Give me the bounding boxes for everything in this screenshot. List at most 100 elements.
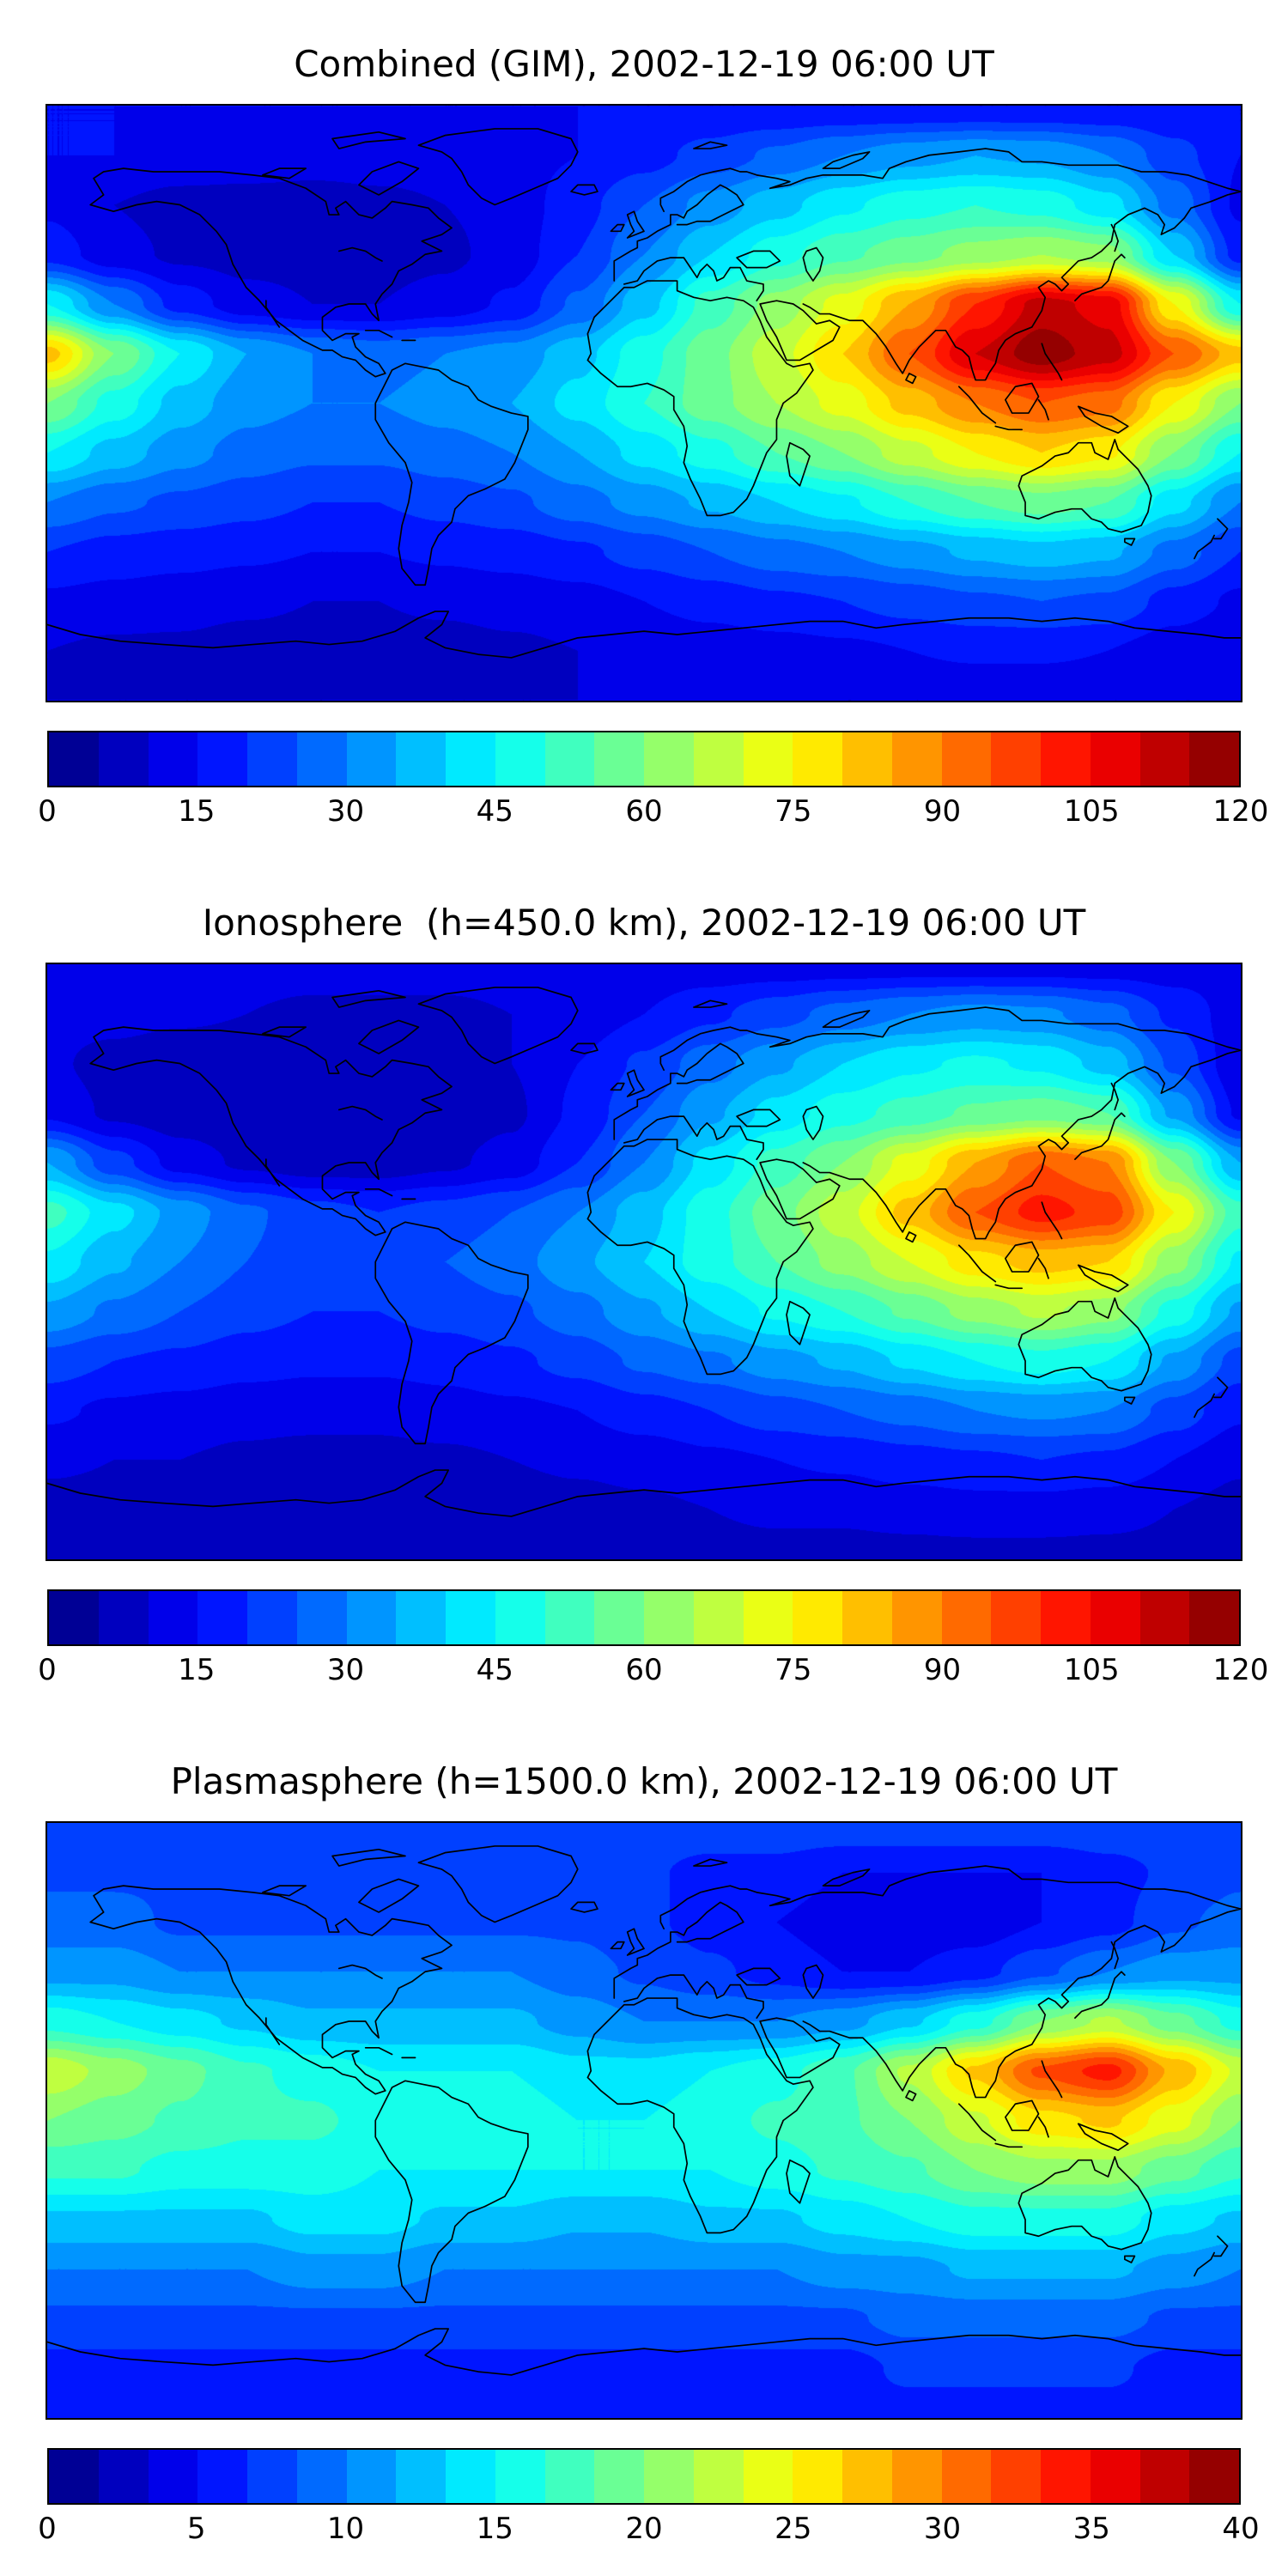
colorbar-segment: [49, 1591, 99, 1644]
colorbar-segment: [1189, 1591, 1239, 1644]
colorbar-plasmasphere: [47, 2448, 1241, 2505]
colorbar-segment: [1041, 2450, 1091, 2503]
colorbar-segment: [793, 732, 842, 786]
colorbar-segment: [396, 732, 446, 786]
colorbar-segment: [98, 732, 149, 786]
colorbar-segment: [594, 2450, 644, 2503]
colorbar-tick-label: 10: [326, 2512, 365, 2546]
map-combined: [46, 104, 1242, 702]
colorbar-tick-label: 120: [1212, 794, 1269, 829]
colorbar-tick-label: 75: [775, 1653, 812, 1687]
colorbar-segment: [693, 1591, 744, 1644]
colorbar-segment: [197, 732, 247, 786]
coastline-path: [47, 129, 1241, 658]
colorbar-wrap-ionosphere: 0 15 30 45 60 75 90 105 120: [38, 1589, 1268, 1692]
colorbar-segment: [544, 1591, 595, 1644]
panel-ionosphere: Ionosphere (h=450.0 km), 2002-12-19 06:0…: [0, 859, 1288, 1717]
colorbar-segment: [296, 732, 347, 786]
map-plasmasphere: [46, 1821, 1242, 2420]
colorbar-wrap-plasmasphere: 0 5 10 15 20 25 30 35 40: [38, 2448, 1260, 2551]
colorbar-segment: [594, 732, 644, 786]
colorbar-segment: [842, 1591, 892, 1644]
colorbar-segment: [891, 1591, 942, 1644]
colorbar-segment: [1090, 732, 1140, 786]
panel-plasmasphere: Plasmasphere (h=1500.0 km), 2002-12-19 0…: [0, 1717, 1288, 2576]
colorbar-segment: [991, 2450, 1041, 2503]
colorbar-segment: [891, 732, 942, 786]
colorbar-segment: [1041, 1591, 1091, 1644]
colorbar-segment: [1139, 1591, 1190, 1644]
panel-title-plasmasphere: Plasmasphere (h=1500.0 km), 2002-12-19 0…: [170, 1760, 1118, 1802]
colorbar-tick-label: 105: [1063, 794, 1120, 829]
colorbar-tick-labels-plasmasphere: 0 5 10 15 20 25 30 35 40: [38, 2512, 1259, 2551]
colorbar-segment: [197, 2450, 247, 2503]
colorbar-segment: [743, 732, 793, 786]
map-ionosphere: [46, 963, 1242, 1561]
colorbar-wrap-combined: 0 15 30 45 60 75 90 105 120: [38, 731, 1268, 834]
colorbar-tick-labels-combined: 0 15 30 45 60 75 90 105 120: [38, 794, 1268, 834]
panel-title-combined: Combined (GIM), 2002-12-19 06:00 UT: [294, 43, 994, 85]
colorbar-segment: [1189, 732, 1239, 786]
colorbar-segment: [148, 1591, 198, 1644]
colorbar-tick-label: 15: [178, 794, 216, 829]
tec-heatmap-canvas-combined: [47, 106, 1241, 701]
colorbar-tick-label: 30: [326, 794, 365, 829]
colorbar-tick-label: 0: [38, 794, 57, 829]
colorbar-segment: [247, 732, 297, 786]
colorbar-segment: [793, 1591, 842, 1644]
colorbar-segment: [49, 732, 99, 786]
colorbar-tick-label: 5: [186, 2512, 206, 2546]
colorbar-segment: [793, 2450, 842, 2503]
coastlines-overlay: [47, 1823, 1241, 2418]
colorbar-segment: [346, 2450, 397, 2503]
colorbar-tick-label: 105: [1063, 1653, 1120, 1687]
colorbar-segment: [842, 2450, 892, 2503]
colorbar-segment: [197, 1591, 247, 1644]
colorbar-tick-label: 45: [476, 794, 513, 829]
colorbar-segment: [644, 732, 694, 786]
colorbar-segment: [296, 1591, 347, 1644]
colorbar-tick-labels-ionosphere: 0 15 30 45 60 75 90 105 120: [38, 1653, 1268, 1692]
colorbar-segment: [891, 2450, 942, 2503]
colorbar-segment: [941, 2450, 992, 2503]
colorbar-segment: [544, 732, 595, 786]
colorbar-segment: [991, 1591, 1041, 1644]
colorbar-segment: [148, 2450, 198, 2503]
colorbar-segment: [941, 1591, 992, 1644]
colorbar-segment: [148, 732, 198, 786]
colorbar-segment: [743, 2450, 793, 2503]
colorbar-tick-label: 20: [625, 2512, 663, 2546]
coastline-path: [47, 1846, 1241, 2375]
colorbar-segment: [842, 732, 892, 786]
colorbar-segment: [1139, 2450, 1190, 2503]
colorbar-segment: [346, 1591, 397, 1644]
panel-combined: Combined (GIM), 2002-12-19 06:00 UT 0 15 3…: [0, 0, 1288, 859]
panel-title-ionosphere: Ionosphere (h=450.0 km), 2002-12-19 06:0…: [202, 902, 1086, 944]
colorbar-tick-label: 60: [625, 794, 663, 829]
colorbar-segment: [693, 732, 744, 786]
colorbar-segment: [1090, 1591, 1140, 1644]
colorbar-segment: [644, 2450, 694, 2503]
colorbar-segment: [446, 1591, 495, 1644]
colorbar-segment: [1041, 732, 1091, 786]
colorbar-tick-label: 90: [923, 1653, 962, 1687]
colorbar-segment: [396, 2450, 446, 2503]
coastlines-overlay: [47, 964, 1241, 1559]
colorbar-segment: [247, 1591, 297, 1644]
colorbar-segment: [98, 2450, 149, 2503]
colorbar-tick-label: 15: [178, 1653, 216, 1687]
colorbar-segment: [1189, 2450, 1239, 2503]
colorbar-tick-label: 60: [625, 1653, 663, 1687]
colorbar-segment: [1090, 2450, 1140, 2503]
colorbar-segment: [941, 732, 992, 786]
colorbar-segment: [49, 2450, 99, 2503]
colorbar-segment: [396, 1591, 446, 1644]
colorbar-tick-label: 40: [1222, 2512, 1260, 2546]
colorbar-tick-label: 30: [326, 1653, 365, 1687]
colorbar-tick-label: 0: [38, 1653, 57, 1687]
colorbar-tick-label: 30: [923, 2512, 962, 2546]
colorbar-segment: [644, 1591, 694, 1644]
coastlines-overlay: [47, 106, 1241, 701]
colorbar-ionosphere: [47, 1589, 1241, 1646]
